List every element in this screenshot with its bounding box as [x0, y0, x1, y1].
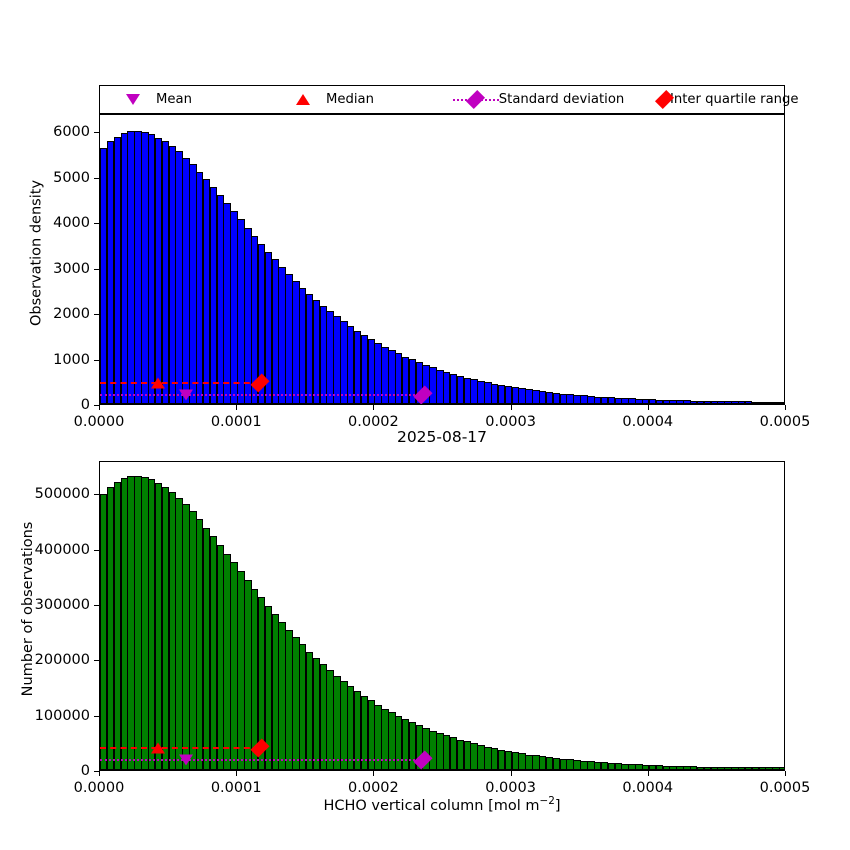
x-axis-label-bracket: ]	[554, 797, 561, 814]
x-tick-label: 0.0003	[485, 780, 536, 796]
legend-label: Mean	[156, 92, 192, 107]
x-tick-label: 0.0003	[485, 414, 536, 430]
x-tick-label: 0.0001	[210, 414, 262, 430]
y-tick	[94, 660, 99, 662]
x-tick	[510, 771, 512, 776]
y-tick	[94, 223, 99, 225]
std-deviation-marker-icon	[452, 89, 499, 110]
y-tick-label: 400000	[34, 541, 90, 558]
plot-title: 2025-08-17	[396, 428, 488, 446]
x-tick	[647, 771, 649, 776]
y-tick	[94, 132, 99, 134]
y-tick-label: 300000	[34, 596, 90, 613]
y-tick-label: 2000	[53, 306, 90, 323]
y-tick-label: 200000	[34, 652, 90, 669]
x-tick	[785, 405, 786, 410]
chart-legend: Mean Median Standard deviation Inter quarti…	[99, 85, 799, 114]
x-tick-label: 0.0005	[759, 780, 811, 796]
y-tick-label: 3000	[53, 260, 90, 277]
number-of-observations-plot	[99, 461, 785, 771]
y-tick-label: 0	[80, 397, 90, 413]
y-tick-label: 6000	[53, 124, 90, 141]
mean-marker-icon	[110, 90, 156, 110]
x-tick-label: 0.0004	[622, 780, 674, 796]
observation-density-plot	[99, 114, 785, 405]
histogram-bars-blue	[100, 115, 784, 404]
triangle-up-icon	[295, 94, 310, 105]
x-axis-label: HCHO vertical column [mol m−2]	[99, 795, 785, 814]
x-tick	[647, 405, 649, 410]
x-tick-label: 0.0002	[348, 780, 399, 796]
median-marker-icon	[280, 90, 326, 110]
x-tick	[99, 771, 100, 776]
y-tick	[94, 405, 99, 406]
y-axis-label-bottom: Number of observations	[20, 521, 36, 697]
x-tick	[510, 405, 512, 410]
y-tick	[94, 549, 99, 551]
legend-entry-standard-deviation[interactable]: Standard deviation	[447, 86, 653, 113]
y-tick-label: 1000	[53, 351, 90, 368]
legend-entry-mean[interactable]: Mean	[100, 86, 274, 113]
y-tick	[94, 177, 99, 179]
y-axis-label-top: Observation density	[28, 179, 45, 327]
y-tick	[94, 494, 99, 496]
x-tick	[373, 405, 375, 410]
x-tick	[373, 771, 375, 776]
histogram-bars-green	[100, 462, 784, 770]
y-tick	[94, 314, 99, 316]
legend-label: Median	[325, 92, 374, 107]
y-tick	[94, 359, 99, 361]
x-axis-label-text: HCHO vertical column [mol m	[323, 797, 540, 814]
x-tick	[785, 771, 786, 776]
y-tick	[94, 771, 99, 772]
iqr-marker-icon	[654, 89, 675, 110]
x-tick-label: 0.0000	[73, 780, 125, 796]
y-tick-label: 0	[80, 763, 90, 779]
x-tick	[236, 405, 238, 410]
legend-label: Inter quartile range	[670, 92, 799, 107]
y-tick-label: 100000	[34, 707, 90, 724]
histogram-bar	[779, 401, 784, 404]
histogram-bar	[779, 767, 784, 770]
triangle-down-icon	[126, 94, 140, 105]
y-tick-label: 5000	[53, 169, 90, 186]
diamond-icon	[466, 89, 486, 110]
x-tick-label: 0.0002	[348, 414, 399, 430]
y-tick	[94, 604, 99, 606]
x-tick	[236, 771, 238, 776]
x-tick-label: 0.0005	[759, 414, 811, 430]
y-tick-label: 4000	[53, 215, 90, 232]
y-tick	[94, 268, 99, 270]
x-tick-label: 0.0001	[210, 780, 262, 796]
y-tick	[94, 715, 99, 717]
x-tick	[99, 405, 100, 410]
x-axis-label-superscript: −2	[539, 795, 555, 807]
legend-entry-median[interactable]: Median	[274, 86, 447, 113]
y-tick-label: 500000	[34, 486, 90, 503]
legend-entry-inter-quartile-range[interactable]: Inter quartile range	[653, 86, 799, 113]
legend-label: Standard deviation	[498, 92, 625, 107]
x-tick-label: 0.0004	[622, 414, 674, 430]
x-tick-label: 0.0000	[73, 414, 125, 430]
